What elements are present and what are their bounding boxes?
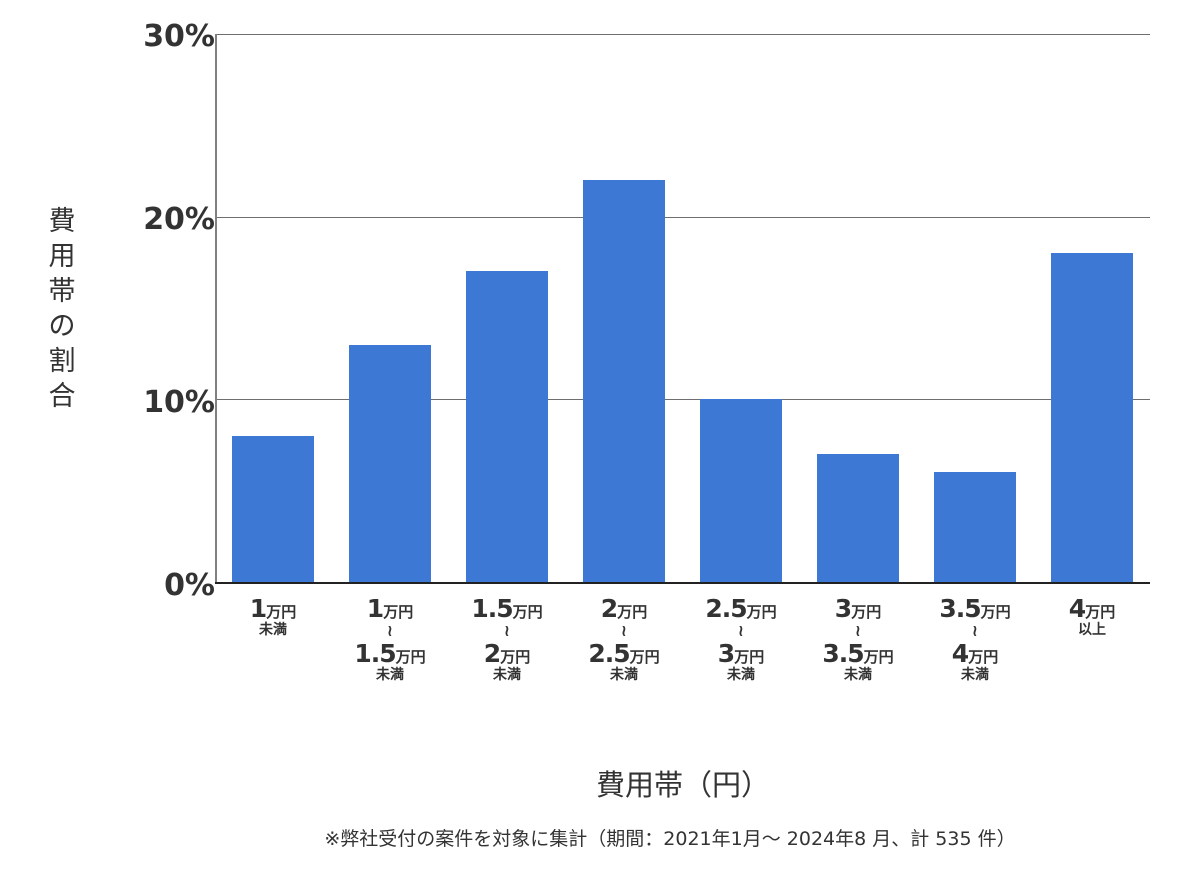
x-tick-label: 3.5万円 ~4万円 未満 [920,596,1030,682]
x-axis-line [215,582,1150,584]
x-tick-label: 4万円 以上 [1037,596,1147,637]
range-from-unit: 万円 [617,603,648,621]
bar [232,435,314,582]
y-axis-line [215,34,217,582]
y-axis-title-char: 用 [48,241,76,272]
y-tick-0: 0% [164,568,215,603]
x-tick-label: 2万円 ~2.5万円 未満 [569,596,679,682]
range-to-unit: 万円 [863,648,894,666]
range-from-number: 3 [834,594,852,623]
range-qualifier: 未満 [376,667,404,683]
range-from-number: 3.5 [939,594,981,623]
range-qualifier: 未満 [961,667,989,683]
y-axis-title-char: の [48,311,76,342]
plot-area [215,34,1150,584]
range-from-number: 2.5 [705,594,747,623]
y-axis-title-char: 帯 [48,276,76,307]
bar [1051,253,1133,582]
range-from-unit: 万円 [1085,603,1116,621]
x-tick-label: 3万円 ~3.5万円 未満 [803,596,913,682]
range-qualifier: 以上 [1078,622,1106,638]
range-from-unit: 万円 [980,603,1011,621]
range-to-number: 4 [951,639,969,668]
range-tilde: ~ [615,624,634,638]
range-from-number: 1.5 [471,594,513,623]
y-axis-title: 費用帯の割合 [45,204,79,414]
range-from-unit: 万円 [383,603,414,621]
x-tick-label: 1万円 未満 [218,596,328,637]
range-tilde: ~ [849,624,868,638]
range-from-unit: 万円 [266,603,297,621]
x-tick-label: 1万円 ~1.5万円 未満 [335,596,445,682]
range-qualifier: 未満 [727,667,755,683]
bar [466,271,548,582]
range-from-unit: 万円 [512,603,543,621]
range-to-unit: 万円 [500,648,531,666]
range-from-number: 2 [600,594,618,623]
bar [349,344,431,582]
range-to-number: 3.5 [822,639,864,668]
range-tilde: ~ [381,624,400,638]
range-to-number: 2.5 [588,639,630,668]
range-from-number: 1 [366,594,384,623]
y-axis-title-char: 割 [48,346,76,377]
range-tilde: ~ [498,624,517,638]
range-qualifier: 未満 [844,667,872,683]
range-to-number: 2 [483,639,501,668]
gridline-30 [215,34,1150,35]
range-tilde: ~ [732,624,751,638]
range-qualifier: 未満 [493,667,521,683]
range-to-unit: 万円 [395,648,426,666]
bar [583,180,665,582]
x-axis-title: 費用帯（円） [595,768,770,802]
footnote: ※弊社受付の案件を対象に集計（期間：2021年1月〜 2024年8 月、計 53… [324,828,1016,850]
range-from-number: 1 [249,594,267,623]
range-to-unit: 万円 [734,648,765,666]
bar [934,472,1016,582]
range-to-number: 3 [717,639,735,668]
bar [817,454,899,582]
range-from-unit: 万円 [851,603,882,621]
range-qualifier: 未満 [610,667,638,683]
range-to-number: 1.5 [354,639,396,668]
range-qualifier: 未満 [259,622,287,638]
range-tilde: ~ [966,624,985,638]
range-to-unit: 万円 [629,648,660,666]
range-from-number: 4 [1068,594,1086,623]
y-tick-10: 10% [143,385,215,420]
gridline-10 [215,399,1150,400]
x-tick-label: 1.5万円 ~2万円 未満 [452,596,562,682]
range-to-unit: 万円 [968,648,999,666]
y-tick-30: 30% [143,19,215,54]
gridline-20 [215,217,1150,218]
x-tick-label: 2.5万円 ~3万円 未満 [686,596,796,682]
y-axis-title-char: 費 [48,206,76,237]
y-tick-20: 20% [143,202,215,237]
bar [700,399,782,582]
range-from-unit: 万円 [746,603,777,621]
y-axis-title-char: 合 [48,381,76,412]
